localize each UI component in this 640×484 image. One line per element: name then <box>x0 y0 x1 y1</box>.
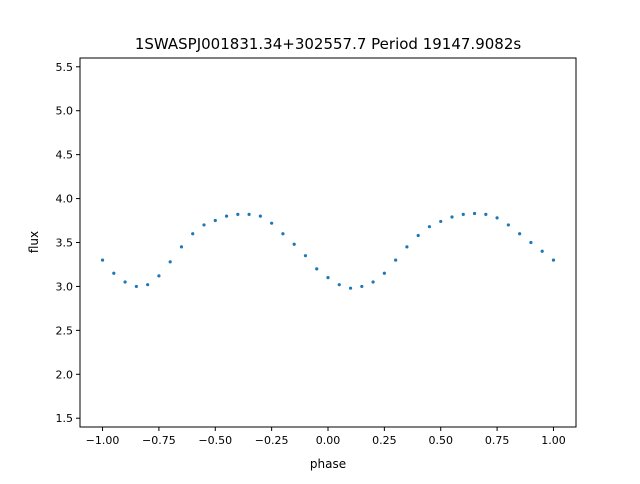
data-point <box>540 249 544 253</box>
data-point <box>484 212 488 216</box>
data-point <box>100 258 105 262</box>
chart-title: 1SWASPJ001831.34+302557.7 Period 19147.9… <box>135 35 522 53</box>
data-point <box>506 223 510 227</box>
data-point <box>123 280 127 284</box>
data-point <box>224 214 229 218</box>
y-tick-label: 4.0 <box>56 193 74 206</box>
data-point <box>495 216 499 220</box>
data-point <box>382 271 386 275</box>
x-tick-label: 1.00 <box>541 434 566 447</box>
data-point <box>281 232 285 236</box>
y-tick-label: 2.0 <box>56 368 74 381</box>
data-point <box>416 233 420 238</box>
data-point <box>157 274 161 278</box>
x-tick-label: −0.75 <box>142 434 176 447</box>
data-point <box>134 284 138 289</box>
data-point <box>315 267 319 271</box>
data-point <box>258 214 262 218</box>
data-point <box>551 258 556 262</box>
x-tick-label: 0.50 <box>428 434 453 447</box>
y-tick-label: 2.5 <box>56 324 74 337</box>
x-axis-label: phase <box>310 457 346 471</box>
data-point <box>213 218 217 223</box>
data-point <box>247 212 251 216</box>
y-axis-label: flux <box>27 231 41 253</box>
data-point <box>270 221 274 225</box>
y-tick-label: 4.5 <box>56 149 74 162</box>
data-point <box>472 211 477 216</box>
x-tick-label: −0.50 <box>198 434 232 447</box>
data-point <box>326 276 330 280</box>
y-tick-label: 5.5 <box>56 61 74 74</box>
data-point <box>405 245 409 249</box>
data-point <box>292 242 296 246</box>
data-point <box>348 286 353 290</box>
data-point <box>427 225 432 229</box>
data-point <box>529 240 533 245</box>
y-tick-label: 1.5 <box>56 412 74 425</box>
x-tick-label: 0.75 <box>485 434 510 447</box>
data-point <box>450 215 454 219</box>
data-point <box>439 219 443 224</box>
data-point <box>202 223 206 227</box>
data-point <box>518 232 522 236</box>
x-tick-label: 0.25 <box>372 434 397 447</box>
data-point <box>112 271 116 275</box>
data-point <box>191 232 195 236</box>
x-tick-label: −1.00 <box>86 434 120 447</box>
data-point <box>146 283 150 287</box>
data-point <box>168 260 172 264</box>
data-point <box>371 280 375 284</box>
y-axis: 1.5 2.0 2.5 3.0 3.5 4.0 4.5 5.0 5.5 <box>56 61 80 425</box>
data-point <box>236 212 240 216</box>
data-point <box>394 258 398 262</box>
x-axis: −1.00 −0.75 −0.50 −0.25 0.00 0.25 0.50 0.75 1.00 <box>86 427 566 447</box>
x-tick-label: −0.25 <box>255 434 289 447</box>
data-point <box>360 284 364 289</box>
y-tick-label: 3.0 <box>56 280 74 293</box>
plot-frame <box>79 57 577 428</box>
data-point <box>337 283 341 287</box>
data-point <box>461 212 465 216</box>
y-tick-label: 3.5 <box>56 237 74 250</box>
x-tick-label: 0.00 <box>316 434 341 447</box>
scatter-points <box>100 211 556 290</box>
data-point <box>179 245 184 249</box>
data-point <box>303 254 308 258</box>
y-tick-label: 5.0 <box>56 105 74 118</box>
